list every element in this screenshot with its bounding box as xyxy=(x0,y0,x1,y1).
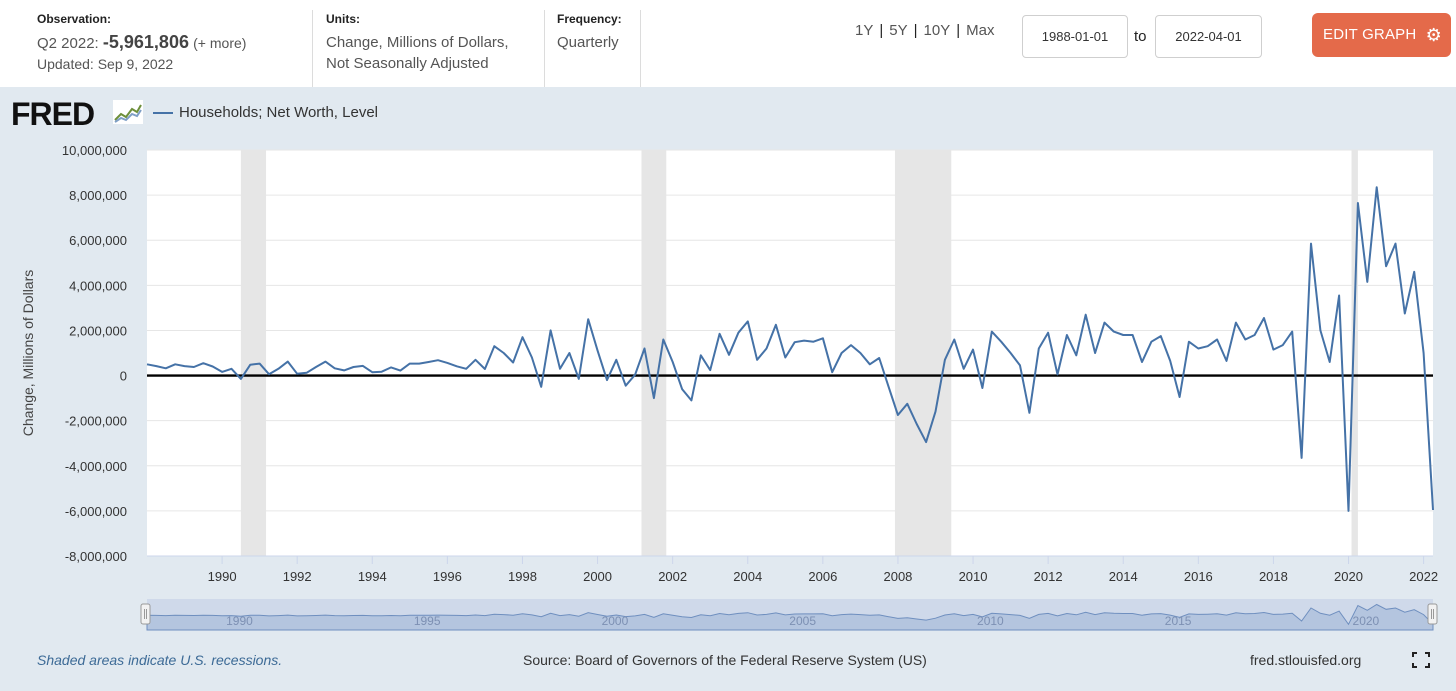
x-tick-label: 2008 xyxy=(883,569,912,584)
recession-note: Shaded areas indicate U.S. recessions. xyxy=(37,652,283,668)
source-text: Source: Board of Governors of the Federa… xyxy=(523,652,927,668)
edit-graph-label: EDIT GRAPH xyxy=(1323,26,1417,43)
x-tick-label: 1996 xyxy=(433,569,462,584)
observation-period: Q2 2022: xyxy=(37,35,99,52)
navigator-right-handle[interactable] xyxy=(1427,603,1438,625)
gear-icon: ⚙ xyxy=(1425,25,1442,45)
y-tick-label: 0 xyxy=(120,369,127,384)
y-tick-label: -8,000,000 xyxy=(65,549,127,564)
observation-block: Observation: Q2 2022: -5,961,806 (+ more… xyxy=(37,12,246,72)
y-tick-label: 10,000,000 xyxy=(62,143,127,158)
frequency-value: Quarterly xyxy=(557,34,619,51)
y-axis-ticks: -8,000,000 -6,000,000 -4,000,000 -2,000,000… xyxy=(62,143,127,564)
x-tick-label: 2020 xyxy=(1334,569,1363,584)
navigator-series xyxy=(146,603,1434,631)
range-5y-link[interactable]: 5Y xyxy=(889,22,908,39)
divider xyxy=(312,10,313,87)
range-links: 1Y | 5Y | 10Y | Max xyxy=(855,22,995,39)
observation-value-line: Q2 2022: -5,961,806 (+ more) xyxy=(37,32,246,54)
x-tick-label: 1990 xyxy=(208,569,237,584)
edit-graph-button[interactable]: EDIT GRAPH ⚙ xyxy=(1312,13,1451,57)
y-axis-label: Change, Millions of Dollars xyxy=(20,270,36,437)
range-max-link[interactable]: Max xyxy=(966,22,995,39)
legend-swatch xyxy=(153,112,173,115)
navigator-label: 2010 xyxy=(977,614,1004,628)
x-tick-label: 1992 xyxy=(283,569,312,584)
y-tick-label: 8,000,000 xyxy=(69,188,127,203)
navigator-label: 2000 xyxy=(602,614,629,628)
to-label: to xyxy=(1134,28,1147,45)
x-axis-ticks: 1990 1992 1994 1996 1998 2000 2002 2004 2006 2008… xyxy=(208,556,1438,584)
x-tick-label: 2014 xyxy=(1109,569,1138,584)
updated-date: Updated: Sep 9, 2022 xyxy=(37,56,174,72)
y-tick-label: -4,000,000 xyxy=(65,459,127,474)
x-tick-label: 2000 xyxy=(583,569,612,584)
divider xyxy=(544,10,545,87)
observation-label: Observation: xyxy=(37,12,112,26)
y-tick-label: -2,000,000 xyxy=(65,414,127,429)
x-tick-label: 2002 xyxy=(658,569,687,584)
frequency-label: Frequency: xyxy=(557,12,622,26)
end-date-input[interactable]: 2022-04-01 xyxy=(1155,15,1262,58)
x-tick-label: 2018 xyxy=(1259,569,1288,584)
navigator-label: 2005 xyxy=(789,614,816,628)
x-tick-label: 2004 xyxy=(733,569,762,584)
expand-icon[interactable] xyxy=(1412,652,1430,668)
info-header: Observation: Q2 2022: -5,961,806 (+ more… xyxy=(0,0,1456,87)
units-label: Units: xyxy=(326,12,360,26)
navigator-label: 2015 xyxy=(1165,614,1192,628)
recession-band xyxy=(1351,150,1358,556)
x-tick-label: 2016 xyxy=(1184,569,1213,584)
x-tick-label: 1994 xyxy=(358,569,387,584)
recession-band xyxy=(240,150,267,556)
navigator-label: 2020 xyxy=(1353,614,1380,628)
recession-band xyxy=(894,150,952,556)
x-tick-label: 2010 xyxy=(959,569,988,584)
units-block: Units: Change, Millions of Dollars, Not … xyxy=(326,12,509,74)
navigator-left-handle[interactable] xyxy=(140,603,151,625)
x-tick-label: 1998 xyxy=(508,569,537,584)
observation-value: -5,961,806 xyxy=(102,32,189,52)
recession-shading xyxy=(240,150,1358,556)
range-1y-link[interactable]: 1Y xyxy=(855,22,874,39)
plot-area xyxy=(147,150,1433,556)
y-tick-label: 4,000,000 xyxy=(69,278,127,293)
divider xyxy=(640,10,641,87)
legend-label: Households; Net Worth, Level xyxy=(179,104,378,121)
frequency-block: Frequency: Quarterly xyxy=(557,12,622,53)
navigator-labels: 1990 1995 2000 2005 2010 2015 2020 xyxy=(226,614,1379,628)
navigator-label: 1990 xyxy=(226,614,253,628)
x-tick-label: 2022 xyxy=(1409,569,1438,584)
fred-sparkline-icon xyxy=(113,100,143,124)
y-tick-label: 6,000,000 xyxy=(69,233,127,248)
units-line-1: Change, Millions of Dollars, xyxy=(326,34,509,51)
units-line-2: Not Seasonally Adjusted xyxy=(326,55,489,72)
navigator-label: 1995 xyxy=(414,614,441,628)
fred-logo[interactable]: FRED xyxy=(11,96,95,132)
start-date-input[interactable]: 1988-01-01 xyxy=(1022,15,1128,58)
x-tick-label: 2012 xyxy=(1034,569,1063,584)
line-chart: -8,000,000 -6,000,000 -4,000,000 -2,000,000… xyxy=(20,143,1438,631)
series-legend[interactable]: Households; Net Worth, Level xyxy=(153,104,378,121)
observation-more-link[interactable]: (+ more) xyxy=(193,35,247,51)
series-line xyxy=(146,186,1434,512)
site-link[interactable]: fred.stlouisfed.org xyxy=(1250,652,1362,668)
x-tick-label: 2006 xyxy=(808,569,837,584)
y-tick-label: -6,000,000 xyxy=(65,504,127,519)
range-10y-link[interactable]: 10Y xyxy=(923,22,951,39)
y-tick-label: 2,000,000 xyxy=(69,323,127,338)
